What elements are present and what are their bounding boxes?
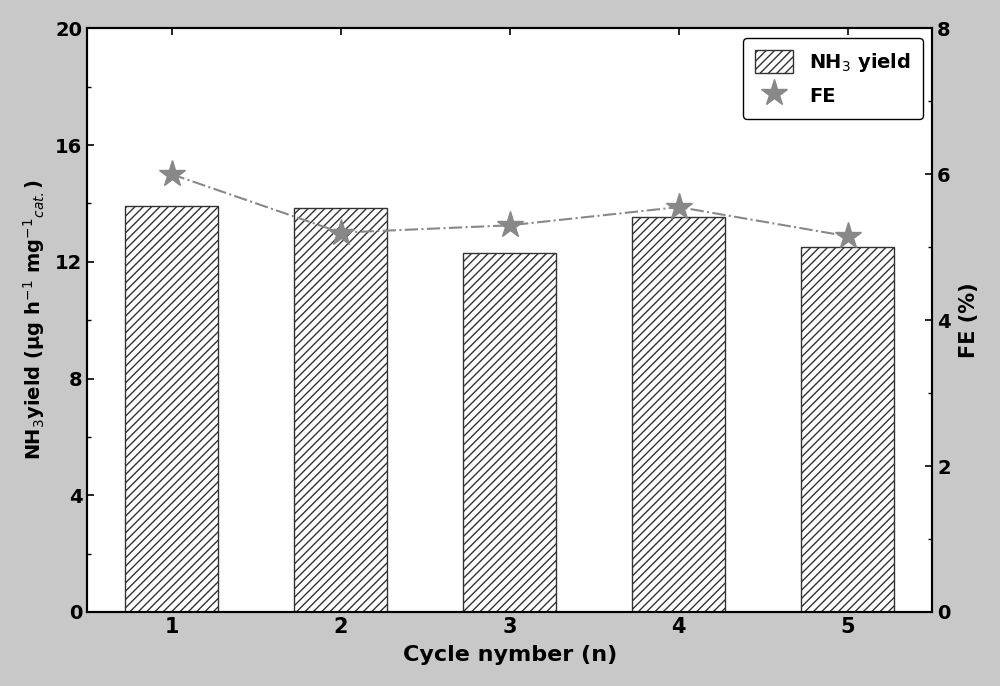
Legend: NH$_3$ yield, FE: NH$_3$ yield, FE	[743, 38, 923, 119]
Bar	[294, 208, 387, 612]
Bar	[125, 206, 218, 612]
X-axis label: Cycle nymber (n): Cycle nymber (n)	[403, 645, 617, 665]
Bar	[801, 247, 894, 612]
Y-axis label: NH$_3$yield (μg h$^{-1}$ mg$^{-1}$$_{cat.}$): NH$_3$yield (μg h$^{-1}$ mg$^{-1}$$_{cat…	[21, 180, 47, 460]
Bar	[632, 217, 725, 612]
Y-axis label: FE (%): FE (%)	[959, 283, 979, 358]
Bar	[463, 253, 556, 612]
